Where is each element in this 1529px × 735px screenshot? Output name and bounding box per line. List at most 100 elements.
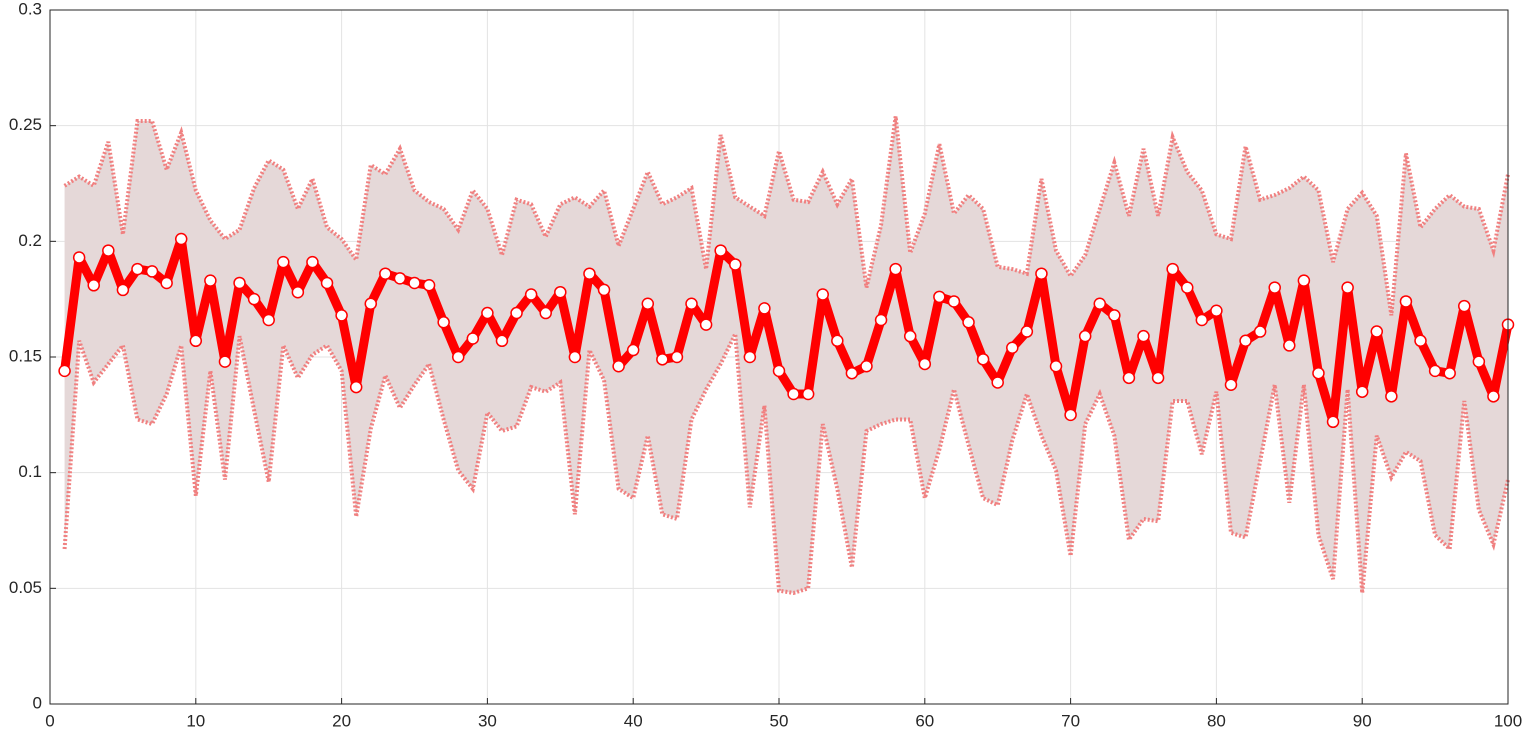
- point-marker: [539, 306, 552, 320]
- point-marker: [262, 313, 275, 327]
- point-marker: [1035, 267, 1048, 280]
- point-marker: [320, 276, 334, 290]
- point-marker: [116, 283, 130, 297]
- point-marker: [1385, 390, 1398, 403]
- point-marker: [918, 357, 932, 371]
- point-marker: [801, 387, 815, 401]
- y-tick-label: 0.1: [18, 462, 42, 481]
- point-marker: [349, 380, 363, 394]
- point-marker: [699, 318, 713, 331]
- plot-frame: [49, 9, 1509, 705]
- point-marker: [816, 288, 829, 301]
- point-marker: [102, 244, 115, 257]
- point-marker: [218, 355, 232, 368]
- point-marker: [1151, 371, 1165, 385]
- point-marker: [656, 353, 669, 366]
- x-tick-label: 20: [332, 711, 351, 730]
- point-marker: [976, 353, 990, 366]
- point-marker: [1370, 325, 1384, 338]
- point-marker: [495, 334, 509, 348]
- point-marker: [510, 306, 523, 320]
- y-tick-label: 0: [33, 693, 42, 712]
- point-marker: [306, 255, 319, 269]
- point-marker: [787, 387, 800, 401]
- point-marker: [1487, 390, 1500, 403]
- point-marker: [131, 262, 144, 276]
- point-marker: [670, 350, 684, 364]
- x-tick-label: 40: [624, 711, 643, 730]
- point-marker: [364, 297, 378, 311]
- point-marker: [729, 258, 742, 271]
- point-marker: [1166, 262, 1179, 276]
- point-marker: [1341, 281, 1354, 294]
- band-fill: [64, 116, 1509, 593]
- point-marker: [524, 288, 538, 301]
- point-marker: [933, 290, 946, 304]
- point-marker: [1210, 304, 1223, 317]
- point-marker: [889, 262, 902, 276]
- point-marker: [379, 267, 392, 280]
- point-marker: [1195, 313, 1209, 327]
- x-tick-label: 50: [770, 711, 789, 730]
- y-tick-label: 0.2: [18, 231, 42, 250]
- point-marker: [860, 360, 873, 373]
- point-marker: [903, 329, 917, 343]
- point-marker: [481, 306, 494, 320]
- y-tick-label: 0.05: [9, 578, 42, 597]
- point-marker: [1108, 309, 1121, 322]
- x-tick-label: 60: [915, 711, 934, 730]
- point-marker: [1006, 341, 1019, 354]
- point-marker: [277, 255, 290, 269]
- point-marker: [1064, 408, 1077, 422]
- point-marker: [831, 334, 844, 348]
- y-tick-label: 0.25: [9, 115, 42, 134]
- point-marker: [393, 272, 407, 285]
- x-tick-label: 0: [45, 711, 54, 730]
- point-marker: [189, 334, 203, 348]
- band-upper: [63, 116, 1510, 316]
- point-marker: [583, 267, 596, 280]
- x-tick-label: 30: [478, 711, 497, 730]
- point-marker: [1137, 329, 1150, 343]
- point-marker: [845, 366, 859, 380]
- point-marker: [145, 265, 159, 278]
- point-marker: [1078, 329, 1092, 343]
- point-marker: [1326, 415, 1340, 429]
- point-marker: [247, 292, 261, 306]
- point-marker: [291, 285, 305, 299]
- y-tick-label: 0.15: [9, 346, 42, 365]
- point-marker: [568, 350, 582, 364]
- point-marker: [451, 350, 465, 364]
- point-marker: [612, 360, 625, 373]
- y-tick-label: 0.3: [18, 0, 42, 18]
- point-marker: [72, 251, 86, 264]
- point-marker: [1180, 281, 1194, 294]
- point-marker: [335, 309, 348, 322]
- point-marker: [1312, 366, 1325, 380]
- point-marker: [1472, 355, 1486, 368]
- point-marker: [1122, 371, 1136, 385]
- point-marker: [174, 232, 188, 246]
- x-tick-label: 80: [1207, 711, 1226, 730]
- point-marker: [1443, 366, 1456, 380]
- point-marker: [1399, 295, 1413, 308]
- x-tick-label: 90: [1353, 711, 1372, 730]
- point-marker: [772, 364, 786, 378]
- point-marker: [1283, 339, 1296, 352]
- point-marker: [874, 313, 888, 327]
- band-lower: [62, 326, 1510, 596]
- x-tick-label: 70: [1061, 711, 1080, 730]
- point-marker: [554, 285, 567, 299]
- point-marker: [422, 279, 436, 292]
- point-marker: [160, 276, 173, 290]
- point-marker: [58, 364, 71, 378]
- point-marker: [466, 332, 480, 345]
- point-marker: [233, 276, 246, 290]
- point-marker: [1355, 385, 1369, 398]
- point-marker: [408, 276, 421, 290]
- point-marker: [1414, 334, 1427, 348]
- point-marker: [714, 244, 727, 257]
- point-marker: [1297, 274, 1311, 287]
